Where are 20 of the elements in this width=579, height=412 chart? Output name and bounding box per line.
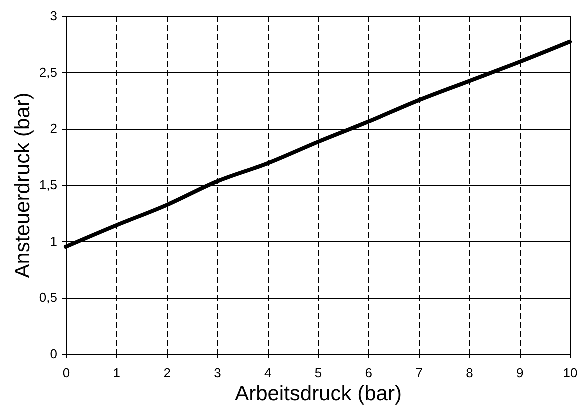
y-axis-title: Ansteuerdruck (bar) [11,92,34,278]
y-tick-label: 2 [50,121,58,136]
y-tick-label: 1 [50,234,58,249]
y-tick-label: 0,5 [39,290,58,306]
y-tick-label: 1,5 [39,178,58,192]
x-tick-label: 7 [416,366,423,380]
x-tick-label: 0 [62,366,70,380]
x-tick-label: 5 [314,366,322,380]
x-tick-label: 1 [113,366,121,380]
y-tick-label: 3 [50,8,58,24]
x-tick-label: 8 [466,366,474,380]
y-tick-label: 0 [50,346,58,362]
x-tick-label: 2 [164,366,171,380]
x-tick-label: 6 [365,366,373,380]
x-tick-label: 4 [264,366,272,380]
x-tick-label: 10 [563,366,578,380]
x-tick-label: 3 [214,366,222,380]
y-tick-label: 2,5 [39,64,58,80]
x-tick-label: 9 [516,366,524,380]
x-axis-title: Arbeitsdruck (bar) [235,382,402,406]
